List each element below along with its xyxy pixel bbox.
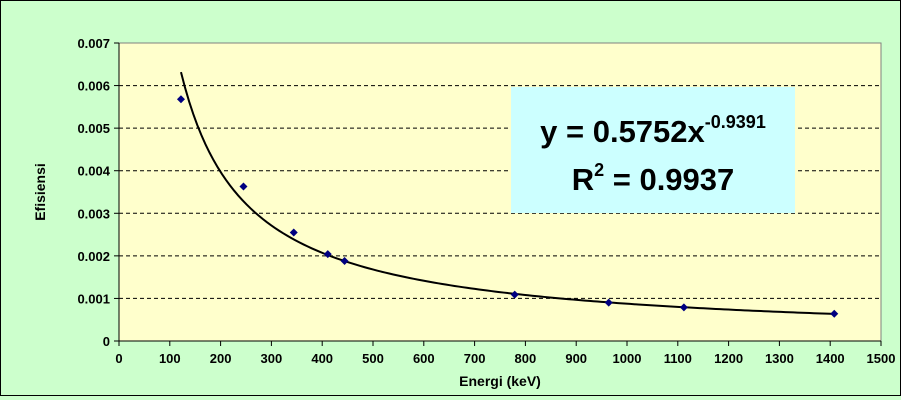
data-point: [340, 256, 349, 265]
x-tick-label: 900: [565, 351, 587, 366]
x-axis: 0 100 200 300 400 500 600 700 800 900 1000 1100 1200…: [115, 340, 896, 366]
equation-exponent: -0.9391: [705, 112, 766, 132]
r-squared-label: R: [572, 162, 594, 197]
equation-box: y = 0.5752x-0.9391 R2 = 0.9937: [511, 87, 795, 213]
y-tick-label: 0: [103, 334, 110, 349]
x-tick-label: 1500: [867, 351, 896, 366]
gridlines: [119, 85, 881, 299]
data-point: [830, 309, 839, 318]
data-point: [289, 228, 298, 237]
y-axis-title: Efisiensi: [32, 163, 48, 221]
x-axis-title: Energi (keV): [459, 373, 541, 389]
data-point: [510, 290, 519, 299]
data-point: [323, 250, 332, 259]
y-tick-label: 0.001: [77, 291, 110, 306]
data-point: [239, 182, 248, 191]
trendline: [180, 71, 835, 315]
x-tick-label: 1000: [613, 351, 642, 366]
x-tick-label: 400: [311, 351, 333, 366]
r-squared: R2 = 0.9937: [572, 160, 735, 197]
y-tick-label: 0.007: [77, 36, 110, 51]
y-tick-label: 0.004: [77, 164, 110, 179]
y-tick-label: 0.003: [77, 206, 110, 221]
data-point: [176, 95, 185, 104]
x-tick-label: 0: [115, 351, 122, 366]
r-squared-exponent: 2: [594, 160, 604, 180]
x-tick-label: 1300: [765, 351, 794, 366]
x-tick-label: 800: [515, 351, 537, 366]
y-tick-label: 0.005: [77, 121, 110, 136]
x-tick-label: 100: [159, 351, 181, 366]
data-point: [604, 298, 613, 307]
x-tick-label: 600: [413, 351, 435, 366]
x-tick-label: 1200: [714, 351, 743, 366]
y-tick-label: 0.006: [77, 79, 110, 94]
x-tick-label: 300: [261, 351, 283, 366]
data-point: [679, 303, 688, 312]
x-tick-label: 500: [362, 351, 384, 366]
x-tick-label: 1400: [816, 351, 845, 366]
r-squared-value: = 0.9937: [604, 162, 734, 197]
equation-text: y = 0.5752x: [540, 114, 705, 149]
y-tick-label: 0.002: [77, 249, 110, 264]
x-tick-label: 1100: [664, 351, 692, 366]
data-points: [176, 95, 839, 318]
equation-box-background: [511, 87, 795, 213]
x-tick-label: 700: [464, 351, 486, 366]
trendline-equation: y = 0.5752x-0.9391: [540, 112, 766, 149]
x-tick-label: 200: [210, 351, 232, 366]
y-axis: 0 0.001 0.002 0.003 0.004 0.005 0.006 0.007: [77, 36, 120, 349]
